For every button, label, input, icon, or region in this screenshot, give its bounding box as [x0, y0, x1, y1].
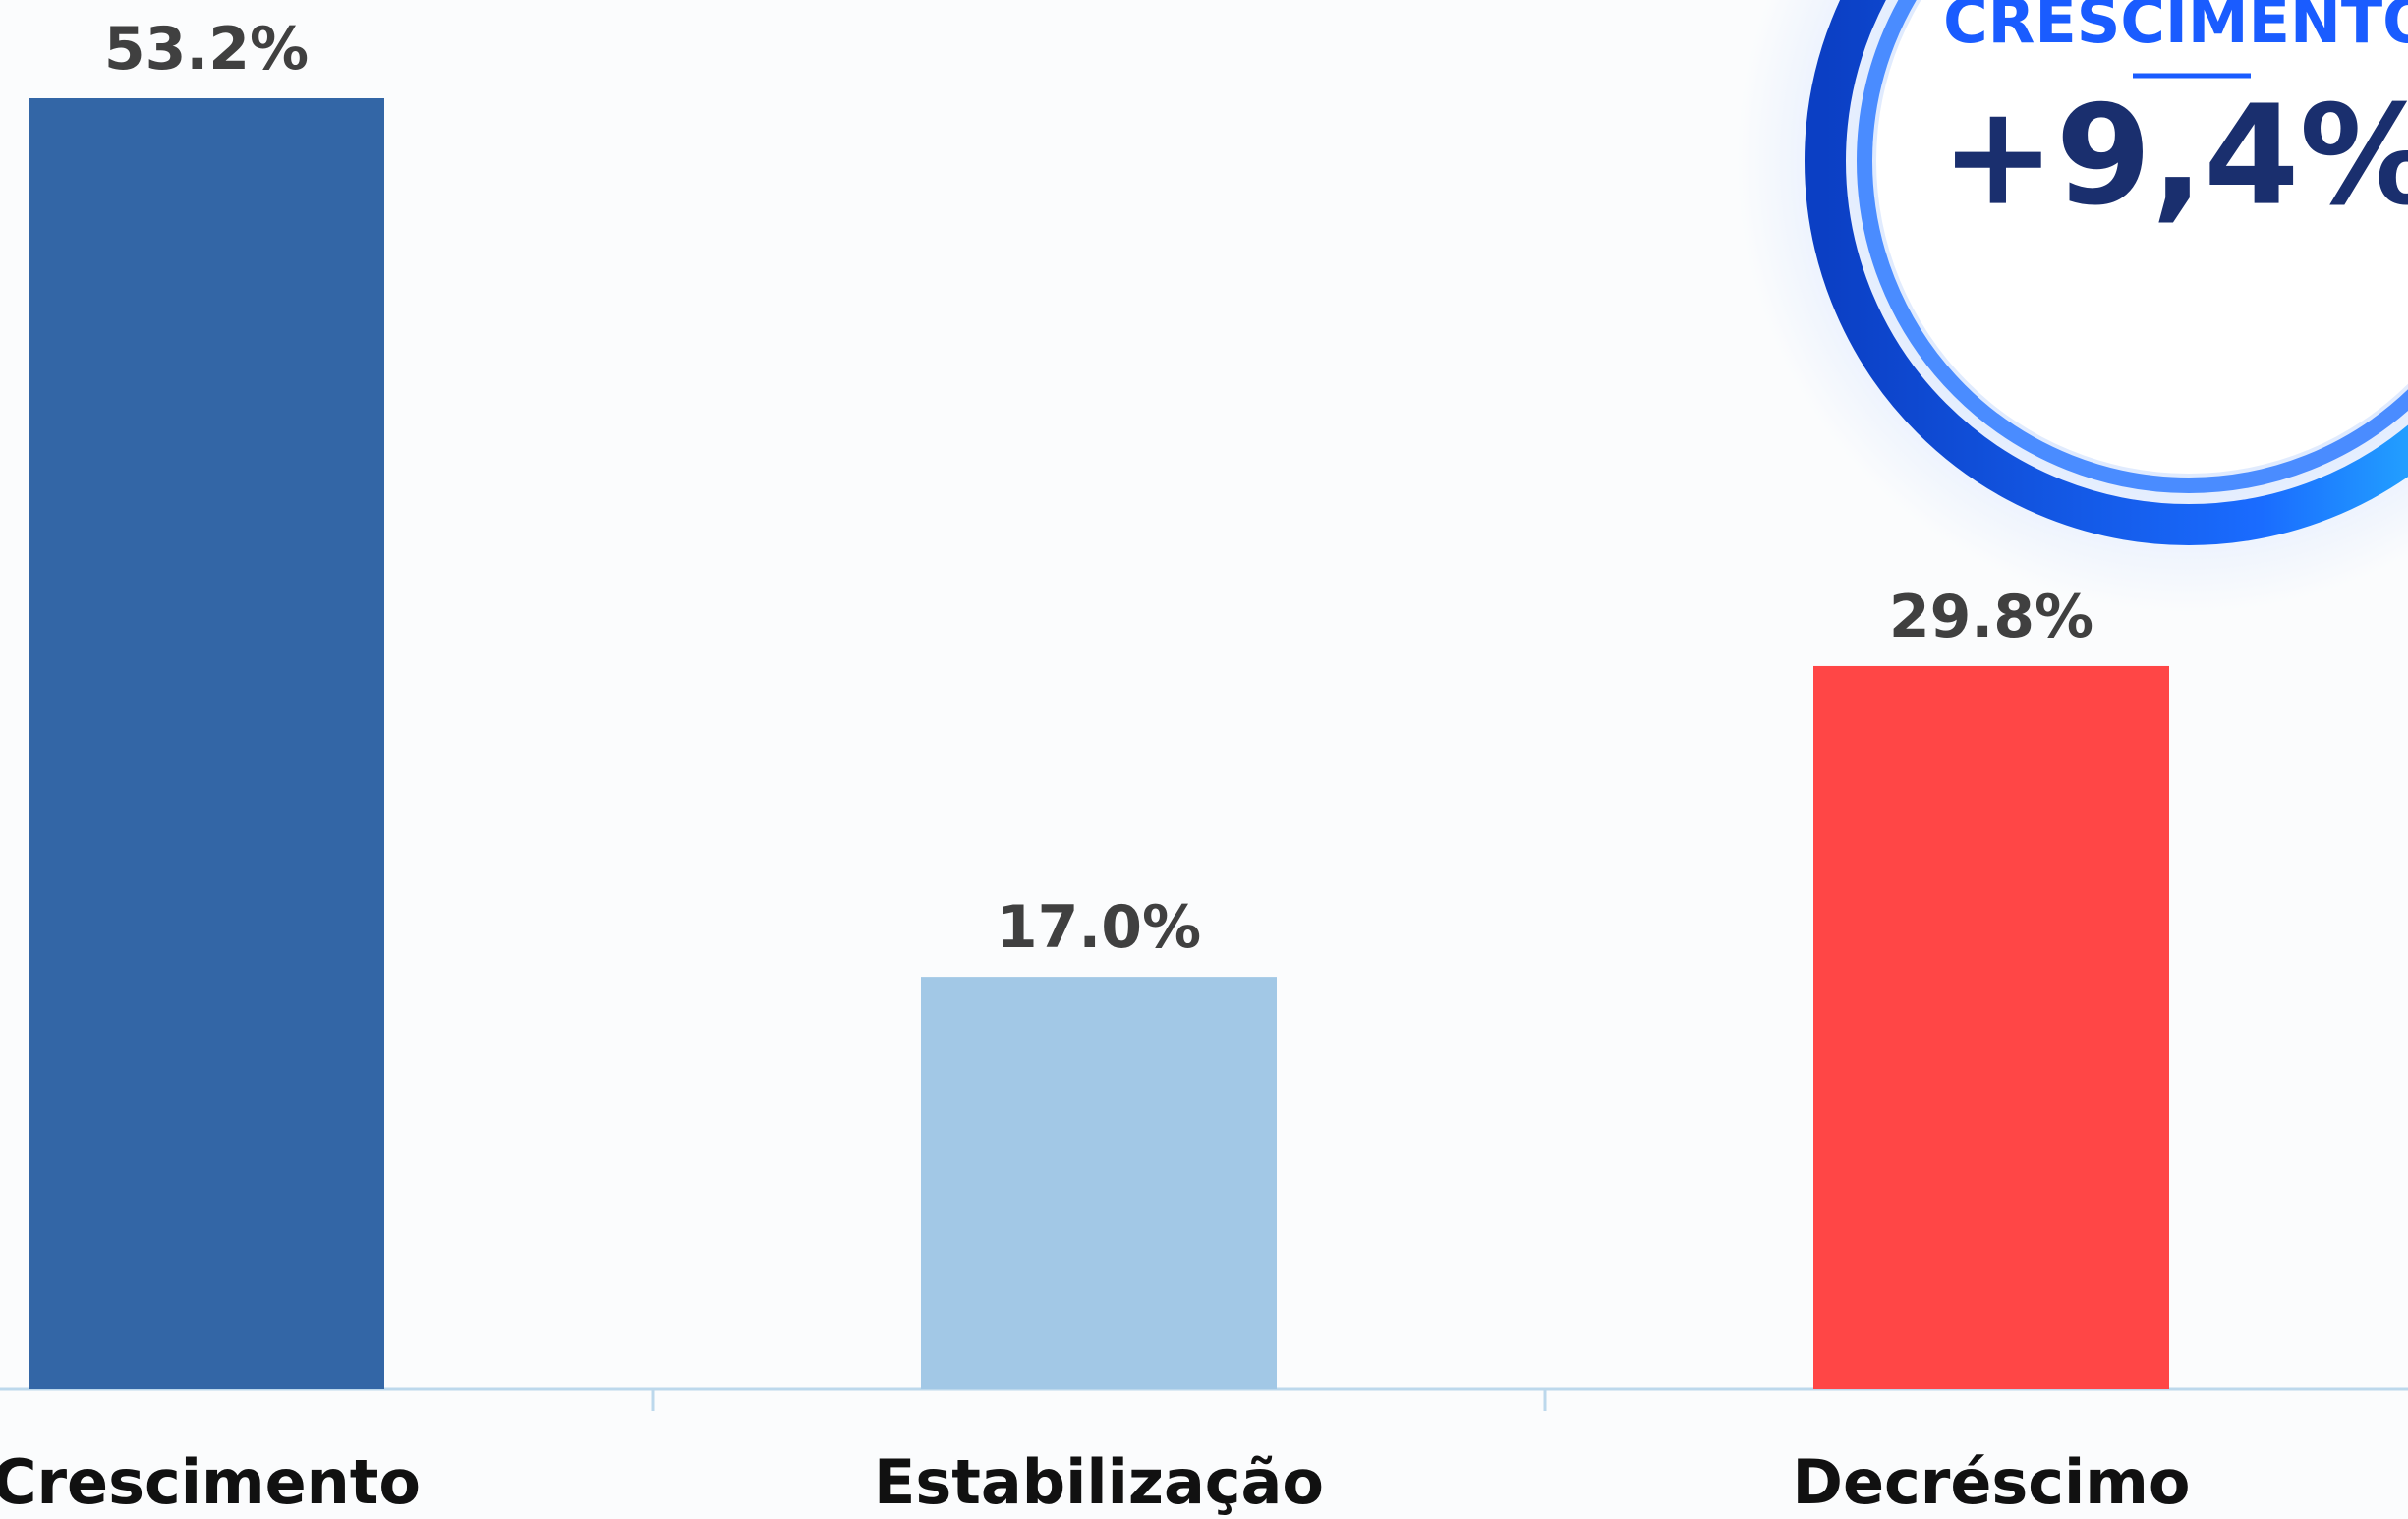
bar	[29, 98, 384, 1389]
value-label: 53.2%	[104, 15, 309, 84]
value-label: 17.0%	[997, 893, 1201, 962]
category-label: Estabilização	[874, 1446, 1324, 1518]
badge-value: +9,4%	[1940, 77, 2408, 237]
bar	[921, 977, 1277, 1389]
chart: 53.2%Crescimento17.0%Estabilização29.8%D…	[0, 0, 2408, 1519]
category-label: Crescimento	[0, 1446, 421, 1518]
category-label: Decréscimo	[1793, 1446, 2191, 1518]
bar	[1813, 666, 2169, 1389]
badge-title: CRESCIMENTO	[1943, 0, 2408, 57]
page: {"chart_data": {"type": "bar", "categori…	[0, 0, 2408, 1519]
badge: CRESCIMENTO +9,4%	[1737, 0, 2408, 613]
